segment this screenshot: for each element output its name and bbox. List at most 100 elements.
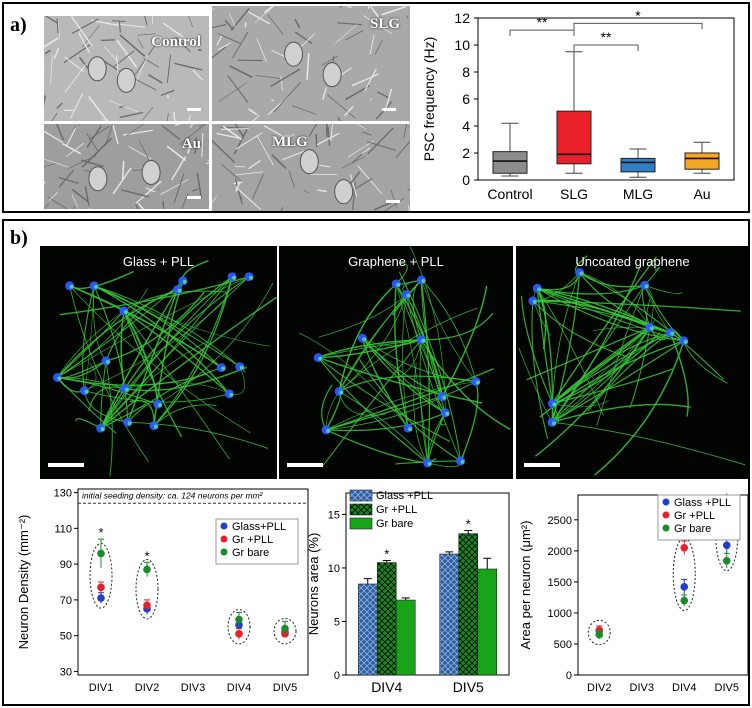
data-point [143, 565, 151, 574]
legend-label: Glass +PLL [674, 497, 731, 509]
legend-marker [662, 511, 670, 519]
neurite [406, 294, 461, 462]
bar [376, 562, 397, 676]
neurite [105, 289, 178, 362]
neurite [157, 282, 274, 405]
x-tick-label: DIV4 [672, 682, 696, 694]
fiber [174, 62, 203, 71]
fiber [234, 178, 243, 205]
fiber [356, 124, 367, 130]
neurite [554, 284, 645, 295]
sem-image-au: Au [44, 124, 209, 209]
neurite [318, 294, 407, 338]
fiber [235, 186, 261, 210]
fiber [212, 46, 226, 59]
legend-label: Gr +PLL [232, 534, 273, 546]
fiber [160, 179, 189, 195]
x-tick-label: DIV4 [371, 679, 402, 695]
neurite [120, 310, 126, 389]
neurite [402, 294, 409, 429]
neurite [629, 327, 651, 409]
x-tick-label: DIV1 [89, 682, 113, 694]
fiber [316, 132, 340, 146]
y-tick-label: 110 [54, 523, 72, 535]
significance-star: * [384, 546, 389, 561]
neurite [129, 400, 155, 426]
fiber [179, 124, 207, 146]
neurite [318, 339, 422, 359]
fiber [256, 135, 274, 166]
fiber [280, 207, 284, 211]
neurite [326, 412, 446, 432]
significance-label: ** [601, 29, 612, 45]
neurite [57, 310, 125, 378]
y-tick-label: 1500 [548, 577, 572, 589]
legend-marker [220, 535, 228, 543]
fiber [137, 203, 145, 209]
neurite [520, 295, 553, 404]
soma [362, 337, 367, 342]
scale-bar [187, 108, 201, 111]
neurite [537, 272, 581, 291]
fiber [101, 118, 109, 121]
fiber [212, 24, 227, 29]
fiber [88, 96, 109, 121]
fiber [44, 95, 47, 107]
soma [221, 366, 226, 371]
fiber [407, 205, 410, 211]
fiber [361, 147, 371, 155]
fiber [175, 36, 191, 53]
fiber [134, 180, 162, 205]
fiber [44, 49, 51, 55]
y-tick-label: 90 [60, 559, 72, 571]
y-tick-label: 15 [328, 509, 340, 521]
fiber [53, 47, 60, 59]
sem-image-mlg: MLG [212, 124, 410, 211]
fiber [341, 156, 365, 169]
sem-texture-au [44, 124, 209, 209]
neurite [338, 307, 478, 392]
fiber [103, 46, 119, 63]
fiber [327, 94, 356, 119]
fiber [44, 130, 64, 144]
x-tick-label: Au [693, 186, 710, 202]
neurite [127, 367, 222, 423]
neurite [338, 283, 397, 392]
fiber [256, 38, 267, 63]
fiber [235, 132, 263, 150]
neurite [579, 271, 645, 288]
cell-body [141, 159, 161, 185]
fiber [244, 22, 247, 28]
data-point [722, 541, 731, 550]
sem-texture-mlg [212, 124, 410, 211]
fiber [50, 54, 53, 85]
fiber [308, 124, 318, 137]
scale-bar [382, 108, 396, 111]
fluor-image-uncoated-graphene: Uncoated graphene [516, 246, 749, 479]
sem-image-control: Control [44, 16, 209, 121]
soma [537, 287, 542, 292]
fiber [171, 29, 182, 36]
neurite [338, 294, 407, 392]
neurite [362, 337, 476, 382]
fiber [317, 189, 327, 193]
y-axis-label: Area per neuron (μm²) [518, 521, 533, 650]
fiber [78, 32, 91, 54]
data-point [680, 543, 689, 552]
fiber [196, 172, 203, 199]
legend-swatch [349, 489, 373, 502]
x-tick-label: Control [487, 186, 532, 202]
soma [100, 427, 105, 432]
fiber [134, 203, 139, 209]
plot-frame [345, 492, 510, 676]
fiber [334, 24, 358, 44]
cell-body [299, 149, 319, 175]
fiber [366, 141, 396, 151]
fiber [181, 193, 189, 209]
fiber [44, 158, 70, 168]
soma [445, 411, 450, 416]
fluor-image-graphene-pll: Graphene + PLL [279, 246, 513, 479]
y-tick-label: 4 [462, 118, 470, 134]
soma [182, 279, 187, 284]
fiber [166, 145, 187, 162]
